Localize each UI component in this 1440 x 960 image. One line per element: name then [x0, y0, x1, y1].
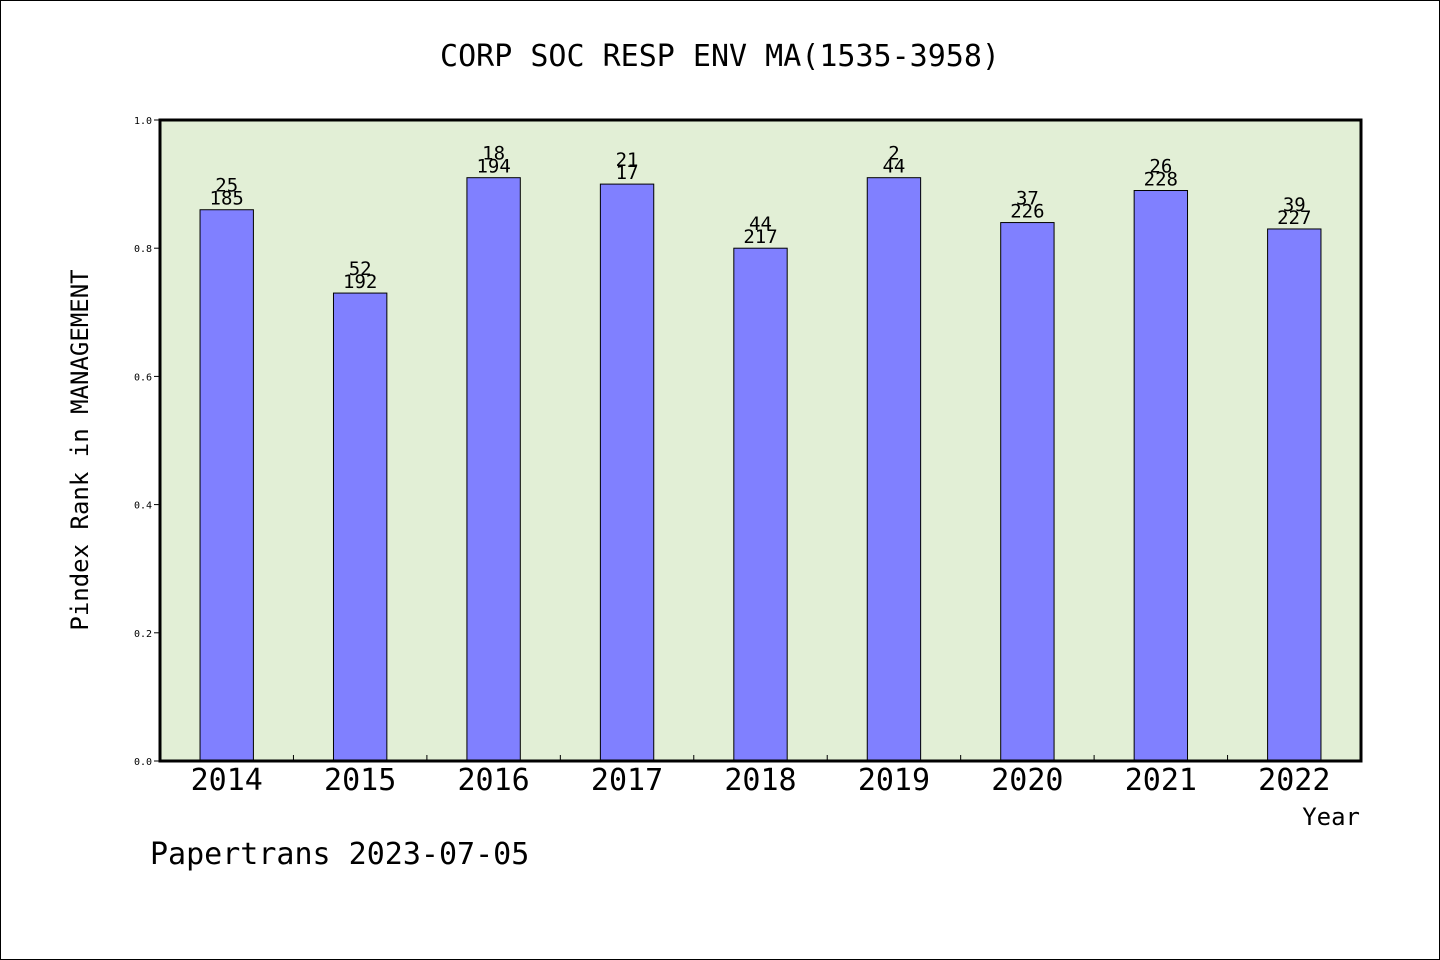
y-tick-label: 0.0: [134, 757, 152, 768]
x-axis-label: Year: [1302, 803, 1360, 831]
bar-label-top: 25: [215, 175, 238, 197]
bar-label-top: 21: [616, 149, 639, 171]
bar-label-top: 18: [482, 143, 505, 165]
x-axis: 2014 2015 2016 2017 2018 2019 2020 2021 2022: [191, 755, 1330, 798]
bar-label-bottom: 185: [210, 188, 244, 210]
bar-label-top: 2: [888, 143, 899, 165]
bar-2019: [866, 177, 922, 762]
bar-label-bottom: 192: [343, 271, 377, 293]
bar-label-bottom: 228: [1144, 169, 1178, 191]
x-tick-label: 2022: [1258, 763, 1330, 798]
y-axis-label: Pindex Rank in MANAGEMENT: [66, 269, 94, 630]
bar-2022: [1267, 228, 1322, 762]
chart-title: CORP SOC RESP ENV MA(1535-3958): [440, 39, 1000, 74]
x-tick-label: 2014: [191, 763, 263, 798]
bar-2018: [733, 247, 788, 762]
plot-border: [158, 118, 1363, 763]
bar-2017: [599, 183, 655, 762]
x-tick-label: 2018: [724, 763, 796, 798]
x-tick-label: 2020: [991, 763, 1063, 798]
y-tick-label: 0.2: [134, 629, 152, 640]
bar-2021: [1133, 190, 1189, 762]
y-tick-label: 0.8: [134, 244, 152, 255]
y-tick-label: 0.4: [134, 501, 152, 512]
bar-label-top: 26: [1149, 156, 1172, 178]
x-tick-label: 2015: [324, 763, 396, 798]
bar-label-top: 52: [349, 258, 372, 280]
bar-label-bottom: 44: [882, 156, 905, 178]
bar-label-top: 39: [1283, 194, 1306, 216]
bar-2020: [1000, 222, 1055, 762]
bar-label-bottom: 17: [616, 162, 639, 184]
bar-2015: [332, 292, 388, 762]
x-tick-label: 2021: [1125, 763, 1197, 798]
y-tick-label: 1.0: [134, 116, 152, 127]
x-tick-label: 2017: [591, 763, 663, 798]
bar-2016: [466, 177, 521, 762]
bar-label-bottom: 194: [476, 156, 510, 178]
bar-label-top: 37: [1016, 188, 1039, 210]
bar-label-bottom: 217: [743, 226, 777, 248]
bar-label-bottom: 226: [1010, 201, 1044, 223]
y-axis: 0.0 0.2 0.4 0.6 0.8 1.0: [134, 116, 160, 768]
bar-label-bottom: 227: [1277, 207, 1311, 229]
bar-2014: [199, 209, 254, 762]
bar-label-top: 44: [749, 213, 772, 235]
footer-text: Papertrans 2023-07-05: [150, 837, 529, 872]
x-tick-label: 2019: [858, 763, 930, 798]
x-tick-label: 2016: [457, 763, 529, 798]
y-tick-label: 0.6: [134, 372, 152, 383]
